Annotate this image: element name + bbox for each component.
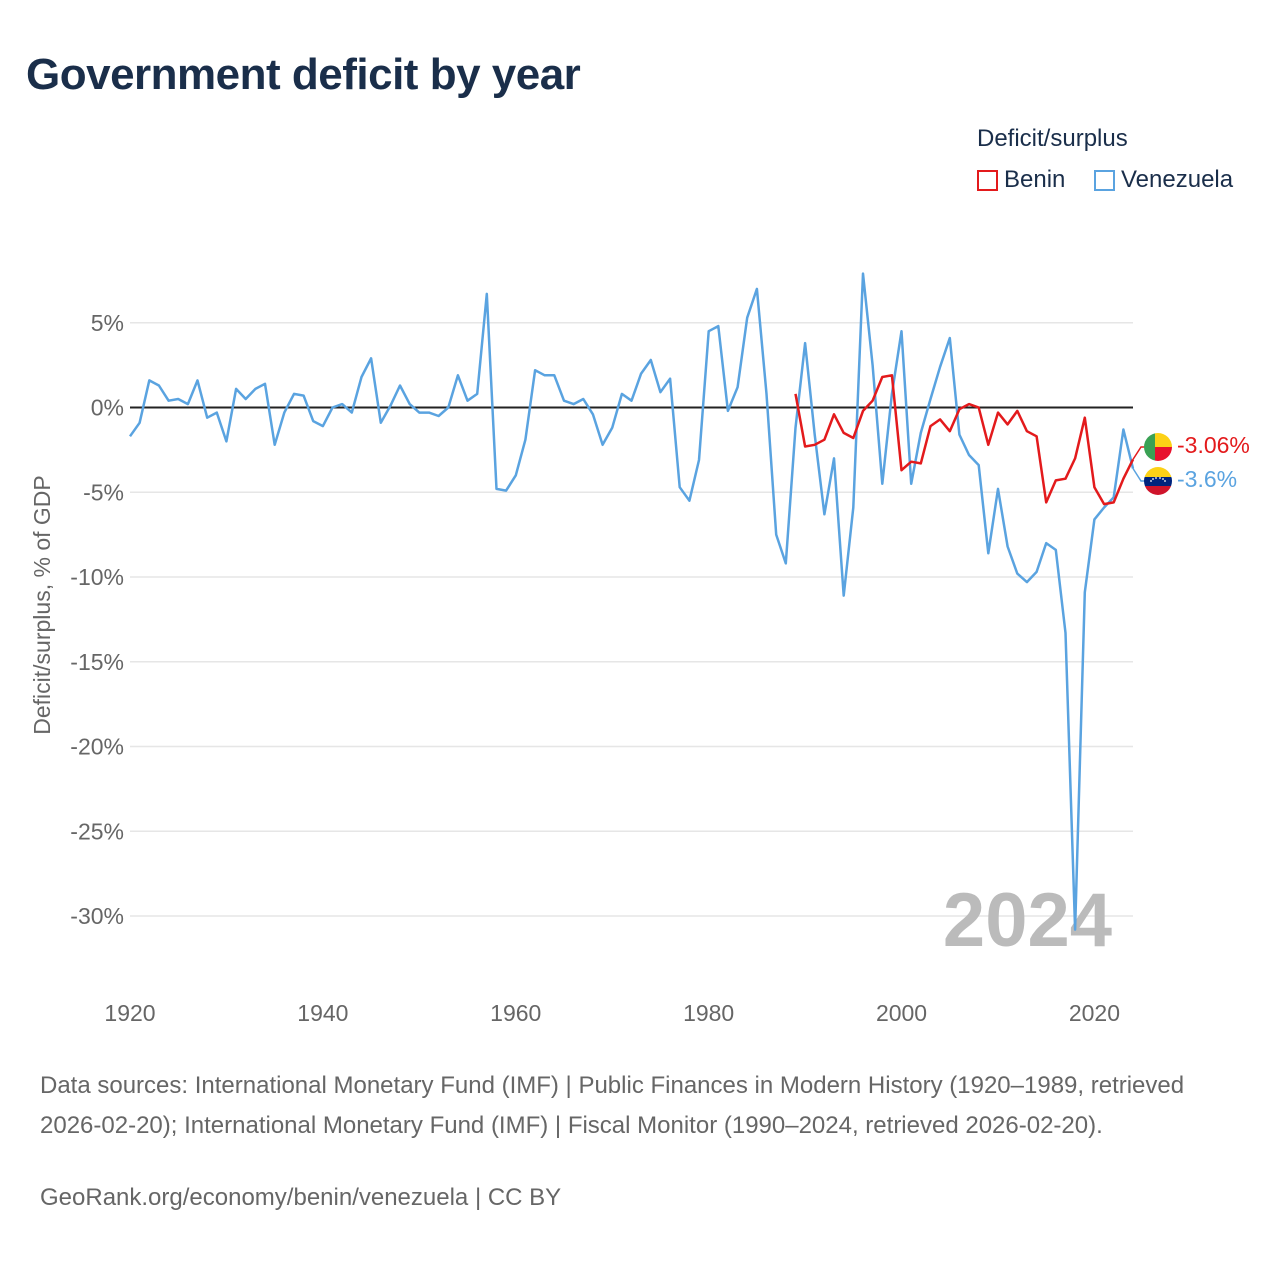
y-tick-label: -10%	[70, 564, 124, 590]
legend-title: Deficit/surplus	[977, 125, 1128, 152]
benin-flag-icon	[1144, 433, 1172, 461]
y-tick-label: -20%	[70, 734, 124, 760]
x-tick-label: 1980	[683, 1000, 734, 1026]
x-tick-label: 2020	[1069, 1000, 1120, 1026]
legend-label-benin: Benin	[1004, 166, 1066, 193]
series-line-benin	[794, 374, 1135, 506]
y-tick-label: -15%	[70, 649, 124, 675]
legend-item-benin[interactable]: Benin	[977, 166, 1065, 194]
grid-lines	[130, 322, 1133, 917]
y-tick-label: -5%	[83, 479, 124, 505]
series-layer	[128, 272, 1145, 931]
chart-title: Government deficit by year	[26, 50, 581, 99]
y-tick-label: -30%	[70, 903, 124, 929]
series-line-venezuela	[128, 272, 1135, 931]
end-label-benin: -3.06%	[1177, 432, 1250, 458]
x-tick-label: 1920	[104, 1000, 155, 1026]
end-connector-venezuela	[1132, 468, 1145, 482]
x-axis-ticks: 1920 1940 1960 1980 2000 2020	[104, 1000, 1120, 1026]
legend-label-venezuela: Venezuela	[1121, 166, 1234, 193]
line-chart: 5% 0% -5% -10% -15% -20% -25% -30% 1920 1940 1960…	[29, 272, 1250, 1026]
y-tick-label: 0%	[91, 395, 124, 421]
data-sources-note: Data sources: International Monetary Fun…	[40, 1072, 1185, 1139]
legend-swatch-benin	[977, 169, 998, 191]
credit-link[interactable]: GeoRank.org/economy/benin/venezuela | CC…	[40, 1184, 562, 1211]
legend-swatch-venezuela	[1094, 169, 1115, 191]
year-watermark: 2024	[943, 878, 1112, 963]
x-tick-label: 1940	[297, 1000, 348, 1026]
x-tick-label: 2000	[876, 1000, 927, 1026]
legend-item-venezuela[interactable]: Venezuela	[1094, 166, 1233, 194]
end-label-venezuela: -3.6%	[1177, 466, 1237, 492]
venezuela-flag-icon	[1144, 467, 1172, 495]
end-connector-benin	[1132, 446, 1145, 460]
y-axis-label: Deficit/surplus, % of GDP	[29, 475, 55, 734]
x-tick-label: 1960	[490, 1000, 541, 1026]
y-tick-label: 5%	[91, 310, 124, 336]
y-tick-label: -25%	[70, 818, 124, 844]
y-axis-ticks: 5% 0% -5% -10% -15% -20% -25% -30%	[70, 310, 124, 929]
